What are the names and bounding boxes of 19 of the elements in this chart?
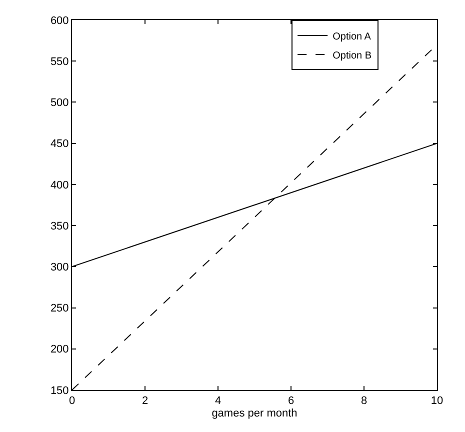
x-tick-label: 6	[288, 395, 294, 408]
x-tick-label: 8	[360, 395, 368, 408]
legend-label: Option A	[332, 31, 372, 42]
y-tick-label: 600	[50, 14, 69, 27]
y-tick-label: 250	[50, 302, 69, 315]
y-tick-label: 400	[50, 179, 69, 192]
x-tick-label: 2	[142, 395, 148, 408]
x-tick-label: 10	[430, 395, 444, 408]
legend-label: Option B	[332, 50, 372, 62]
y-tick-label: 150	[50, 384, 69, 397]
y-tick-label: 500	[50, 97, 69, 110]
y-tick-label: 550	[50, 56, 69, 68]
y-tick-label: 200	[50, 344, 69, 356]
y-tick-label: 350	[50, 220, 69, 232]
y-tick-label: 450	[50, 138, 69, 150]
y-tick-label: 300	[50, 262, 69, 274]
x-tick-label: 4	[214, 395, 222, 408]
x-axis-title: games per month	[212, 407, 298, 420]
x-tick-label: 0	[68, 395, 76, 408]
